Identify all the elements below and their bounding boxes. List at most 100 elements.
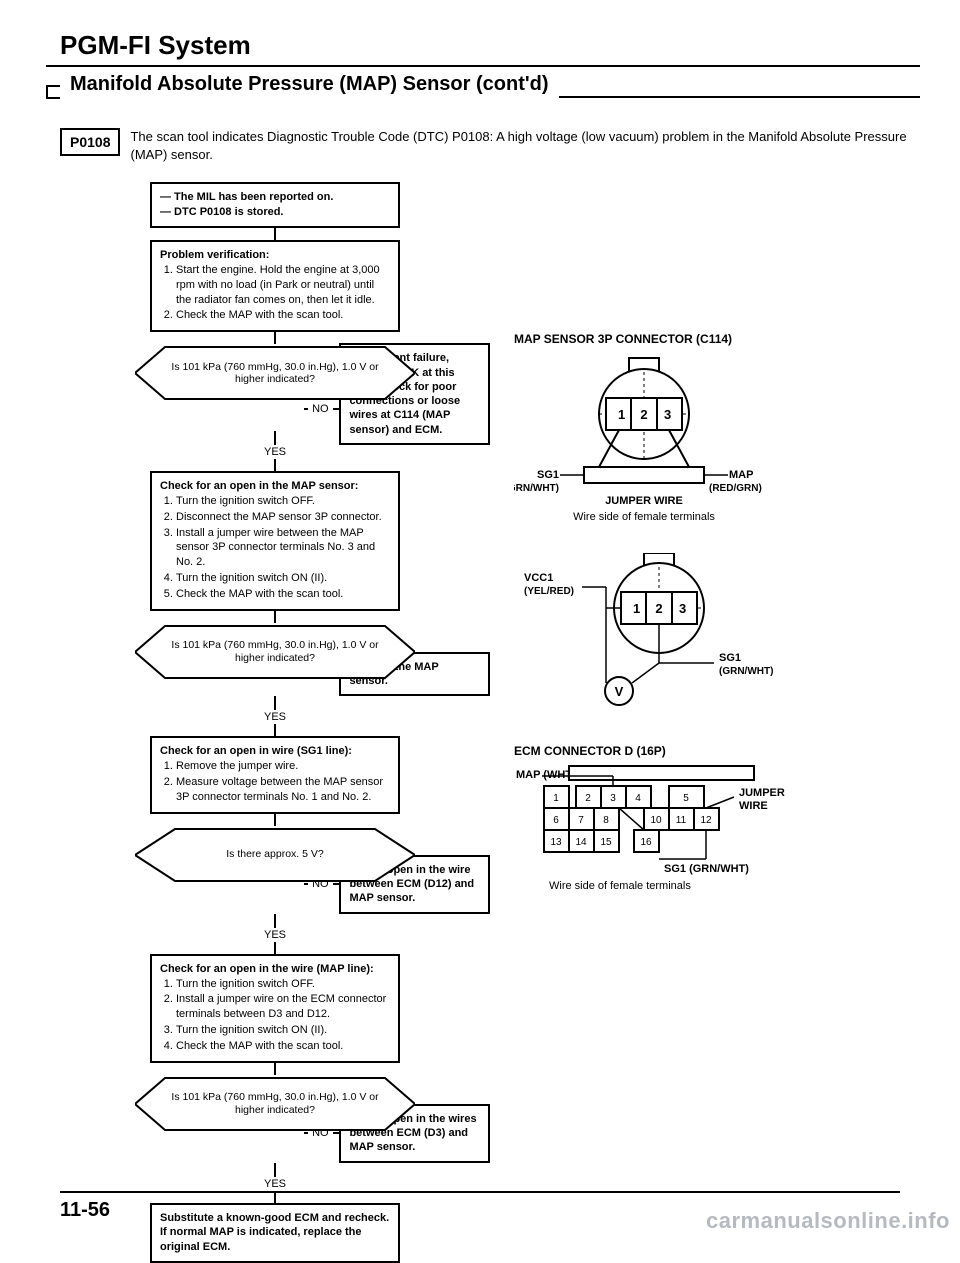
- svg-text:13: 13: [550, 837, 562, 848]
- svg-text:6: 6: [553, 815, 559, 826]
- connector: [274, 431, 276, 445]
- svg-text:(YEL/RED): (YEL/RED): [524, 586, 574, 597]
- connector: [274, 228, 276, 240]
- connector: [274, 1163, 276, 1177]
- step-item: Check the MAP with the scan tool.: [176, 1039, 390, 1054]
- svg-text:JUMPER: JUMPER: [739, 787, 785, 799]
- svg-text:1: 1: [618, 407, 625, 422]
- decision-text: Is 101 kPa (760 mmHg, 30.0 in.Hg), 1.0 V…: [135, 344, 415, 402]
- section-subtitle: Manifold Absolute Pressure (MAP) Sensor …: [70, 73, 549, 96]
- svg-text:3: 3: [610, 793, 616, 804]
- svg-text:3: 3: [664, 407, 671, 422]
- yes-label: YES: [264, 1177, 286, 1191]
- step-item: Check the MAP with the scan tool.: [176, 587, 390, 602]
- svg-text:4: 4: [635, 793, 641, 804]
- step-title: Problem verification:: [160, 248, 390, 263]
- connector: [274, 814, 276, 826]
- step-item: Remove the jumper wire.: [176, 759, 390, 774]
- svg-text:8: 8: [603, 815, 609, 826]
- svg-text:16: 16: [640, 837, 652, 848]
- svg-text:WIRE: WIRE: [739, 800, 768, 812]
- svg-text:(GRN/WHT): (GRN/WHT): [514, 483, 559, 494]
- decision-text: Is there approx. 5 V?: [135, 826, 415, 884]
- svg-text:SG1: SG1: [719, 652, 741, 664]
- step-problem-verification: Problem verification: Start the engine. …: [150, 240, 400, 332]
- svg-text:11: 11: [676, 815, 687, 826]
- connector: [274, 696, 276, 710]
- map-3p-connector-diagram: MAP SENSOR 3P CONNECTOR (C114) 1 2 3 SG1…: [514, 332, 920, 525]
- step-check-open-map-sensor: Check for an open in the MAP sensor: Tur…: [150, 471, 400, 611]
- svg-text:7: 7: [578, 815, 584, 826]
- step-item: Install a jumper wire between the MAP se…: [176, 526, 390, 571]
- decision-1: Is 101 kPa (760 mmHg, 30.0 in.Hg), 1.0 V…: [135, 344, 415, 402]
- step-item: Turn the ignition switch ON (II).: [176, 1023, 390, 1038]
- dtc-code-box: P0108: [60, 128, 120, 156]
- decision-2: Is 101 kPa (760 mmHg, 30.0 in.Hg), 1.0 V…: [135, 623, 415, 681]
- connector: [274, 1063, 276, 1075]
- ecm-connector-diagram: ECM CONNECTOR D (16P) MAP (WHT/YEL) 1 2 …: [514, 744, 920, 897]
- no-label: NO: [308, 403, 333, 415]
- connector: [274, 459, 276, 471]
- svg-text:VCC1: VCC1: [524, 572, 553, 584]
- svg-text:MAP: MAP: [729, 469, 753, 481]
- yes-label: YES: [264, 928, 286, 942]
- svg-text:SG1: SG1: [537, 469, 559, 481]
- flow-start: — The MIL has been reported on. — DTC P0…: [150, 182, 400, 228]
- connector: [274, 724, 276, 736]
- svg-text:5: 5: [683, 793, 689, 804]
- connector: [333, 408, 340, 410]
- decision-text: Is 101 kPa (760 mmHg, 30.0 in.Hg), 1.0 V…: [135, 1075, 415, 1133]
- step-check-open-map-line: Check for an open in the wire (MAP line)…: [150, 954, 400, 1063]
- connector-3p-svg: 1 2 3 SG1 (GRN/WHT) MAP (RED/GRN) JUMPER…: [514, 352, 774, 522]
- corner-tick: [46, 85, 60, 99]
- svg-text:1: 1: [633, 601, 640, 616]
- step-item: Check the MAP with the scan tool.: [176, 308, 390, 323]
- step-item: Disconnect the MAP sensor 3P connector.: [176, 510, 390, 525]
- connector: [274, 914, 276, 928]
- step-check-open-sg1: Check for an open in wire (SG1 line): Re…: [150, 736, 400, 813]
- connector: [274, 942, 276, 954]
- voltmeter-svg: VCC1 (YEL/RED) 1 2 3 SG1 (GRN/WHT): [514, 553, 774, 713]
- step-title: Check for an open in wire (SG1 line):: [160, 744, 390, 759]
- diagrams-column: MAP SENSOR 3P CONNECTOR (C114) 1 2 3 SG1…: [514, 182, 920, 1263]
- vcc1-sg1-diagram: VCC1 (YEL/RED) 1 2 3 SG1 (GRN/WHT): [514, 553, 920, 716]
- ecm-connector-svg: MAP (WHT/YEL) 1 2 3 4 5 6 7 8 10 11 12 1…: [514, 764, 814, 894]
- dtc-description: The scan tool indicates Diagnostic Troub…: [130, 128, 920, 164]
- svg-text:15: 15: [600, 837, 612, 848]
- svg-text:2: 2: [585, 793, 591, 804]
- connector: [274, 611, 276, 623]
- decision-3: Is there approx. 5 V?: [135, 826, 415, 884]
- yes-label: YES: [264, 445, 286, 459]
- rule: [559, 96, 921, 98]
- step-item: Start the engine. Hold the engine at 3,0…: [176, 263, 390, 308]
- step-item: Turn the ignition switch ON (II).: [176, 571, 390, 586]
- svg-text:JUMPER WIRE: JUMPER WIRE: [605, 495, 683, 507]
- svg-text:SG1 (GRN/WHT): SG1 (GRN/WHT): [664, 863, 749, 875]
- step-item: Turn the ignition switch OFF.: [176, 494, 390, 509]
- svg-text:1: 1: [553, 793, 559, 804]
- svg-text:(RED/GRN): (RED/GRN): [709, 483, 762, 494]
- flowchart: — The MIL has been reported on. — DTC P0…: [60, 182, 490, 1263]
- yes-label: YES: [264, 710, 286, 724]
- step-title: Check for an open in the wire (MAP line)…: [160, 962, 390, 977]
- diagram-title: ECM CONNECTOR D (16P): [514, 744, 920, 758]
- svg-text:(GRN/WHT): (GRN/WHT): [719, 666, 773, 677]
- step-title: Check for an open in the MAP sensor:: [160, 479, 390, 494]
- connector: [274, 332, 276, 344]
- svg-text:Wire side of female terminals: Wire side of female terminals: [573, 511, 715, 522]
- svg-text:2: 2: [640, 407, 647, 422]
- svg-text:2: 2: [655, 601, 662, 616]
- step-item: Install a jumper wire on the ECM connect…: [176, 992, 390, 1022]
- svg-text:12: 12: [700, 815, 712, 826]
- watermark: carmanualsonline.info: [706, 1208, 950, 1234]
- decision-4: Is 101 kPa (760 mmHg, 30.0 in.Hg), 1.0 V…: [135, 1075, 415, 1133]
- svg-text:V: V: [615, 684, 624, 699]
- step-item: Turn the ignition switch OFF.: [176, 977, 390, 992]
- step-item: Measure voltage between the MAP sensor 3…: [176, 775, 390, 805]
- svg-text:14: 14: [575, 837, 587, 848]
- svg-text:Wire side of female terminals: Wire side of female terminals: [549, 880, 691, 892]
- svg-text:3: 3: [679, 601, 686, 616]
- diagram-title: MAP SENSOR 3P CONNECTOR (C114): [514, 332, 920, 346]
- page-title: PGM-FI System: [60, 30, 920, 61]
- decision-text: Is 101 kPa (760 mmHg, 30.0 in.Hg), 1.0 V…: [135, 623, 415, 681]
